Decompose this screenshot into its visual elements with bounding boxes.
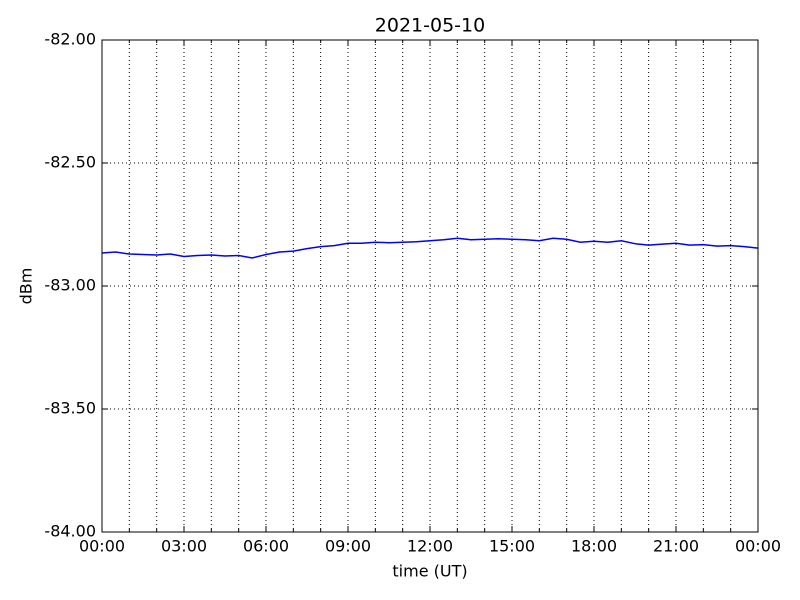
x-tick-label: 09:00 <box>325 537 371 556</box>
y-tick-label: -82.50 <box>44 153 96 172</box>
y-tick-label: -83.00 <box>44 276 96 295</box>
x-tick-label: 15:00 <box>489 537 535 556</box>
x-tick-label: 12:00 <box>407 537 453 556</box>
y-axis-label: dBm <box>17 268 36 305</box>
chart-title: 2021-05-10 <box>375 15 485 37</box>
x-tick-label: 18:00 <box>571 537 617 556</box>
y-tick-label: -84.00 <box>44 522 96 541</box>
x-tick-label: 03:00 <box>161 537 207 556</box>
x-tick-label: 21:00 <box>653 537 699 556</box>
x-tick-label: 00:00 <box>79 537 125 556</box>
data-line <box>101 237 759 259</box>
plot-frame <box>101 39 759 533</box>
x-tick-label: 06:00 <box>243 537 289 556</box>
y-tick-label: -83.50 <box>44 399 96 418</box>
y-tick-label: -82.00 <box>44 30 96 49</box>
x-axis-label: time (UT) <box>392 562 467 581</box>
x-tick-label: 00:00 <box>735 537 781 556</box>
